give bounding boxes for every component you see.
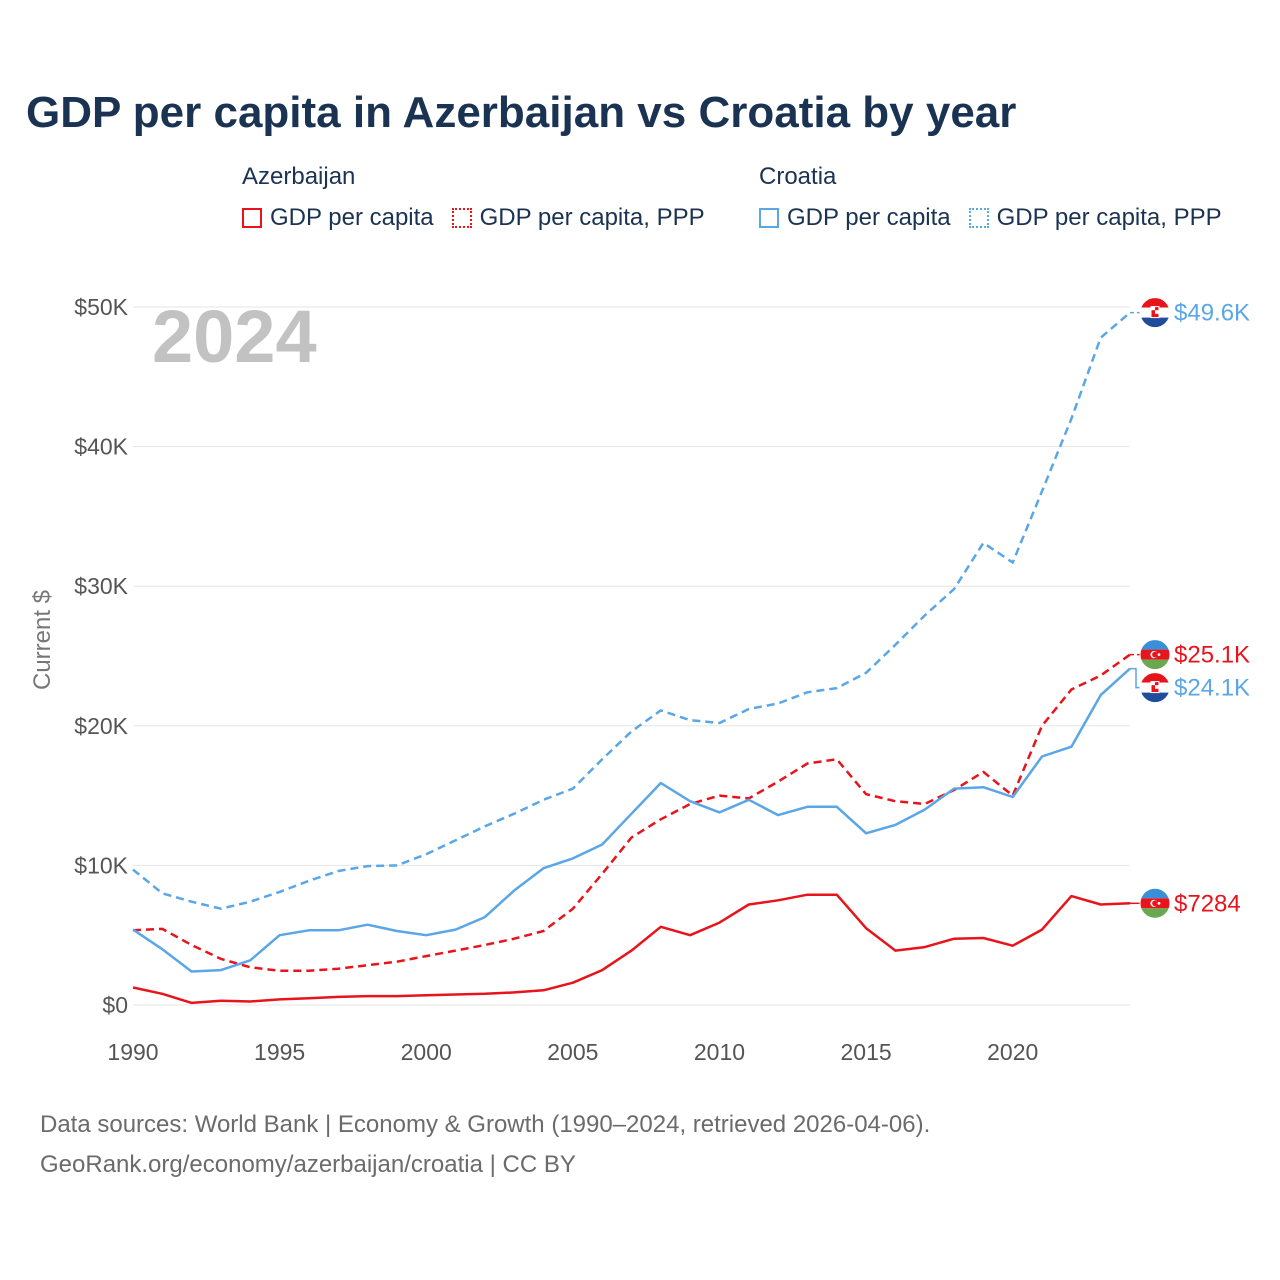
croatia-flag-icon — [1139, 672, 1171, 704]
line-chart: $0 $10K $20K $30K $40K $50K 1990 1995 2000 2005 20… — [29, 294, 1250, 1065]
legend-item-croatia-ppp[interactable]: GDP per capita, PPP — [968, 204, 1222, 232]
azerbaijan-flag-icon — [1139, 639, 1171, 671]
flag-crescent-inner — [1152, 651, 1158, 658]
chart-title: GDP per capita in Azerbaijan vs Croatia … — [26, 88, 1017, 137]
legend-group-name: Azerbaijan — [242, 163, 356, 190]
legend-group-croatia: Croatia GDP per capita GDP per capita, P… — [759, 160, 1240, 232]
x-tick-label: 1995 — [254, 1039, 305, 1065]
x-tick-label: 2005 — [547, 1039, 598, 1065]
legend-group-azerbaijan: Azerbaijan GDP per capita GDP per capita… — [242, 160, 723, 232]
flag-stripes — [1140, 639, 1170, 670]
flag-rim — [1139, 672, 1171, 704]
source-line-2[interactable]: GeoRank.org/economy/azerbaijan/croatia |… — [40, 1151, 576, 1178]
end-leader-line — [1130, 667, 1141, 689]
y-tick-label: $0 — [102, 992, 128, 1018]
year-watermark: 2024 — [152, 295, 317, 378]
y-axis-label: Current $ — [29, 590, 56, 690]
series-line-azerbaijan-gdp-per-capita-ppp — [132, 653, 1131, 973]
legend-swatch-solid — [759, 208, 779, 228]
series-line-croatia-gdp-per-capita-ppp — [132, 311, 1131, 910]
end-value-label: $49.6K — [1174, 300, 1250, 327]
legend-item-azerbaijan-gdp[interactable]: GDP per capita — [242, 204, 434, 232]
x-tick-label: 2015 — [841, 1039, 892, 1065]
x-tick-label: 2000 — [401, 1039, 452, 1065]
flag-check — [1151, 306, 1155, 311]
flag-stripe-blue — [1140, 888, 1170, 899]
legend-group-name: Croatia — [759, 163, 837, 190]
flag-stripe-blue — [1140, 639, 1170, 650]
series-line-croatia-gdp-per-capita — [132, 667, 1131, 973]
flag-star — [1157, 901, 1161, 905]
flag-stripe-green — [1140, 908, 1170, 919]
flag-rim — [1139, 297, 1171, 329]
flag-check — [1151, 681, 1155, 686]
flag-crescent-inner — [1152, 900, 1158, 907]
legend-label: GDP per capita — [270, 204, 434, 231]
flag-rim — [1139, 887, 1171, 919]
legend-item-azerbaijan-ppp[interactable]: GDP per capita, PPP — [451, 204, 705, 232]
end-value-label: $25.1K — [1174, 642, 1250, 669]
y-tick-label: $50K — [74, 294, 128, 320]
croatia-flag-icon — [1139, 297, 1171, 329]
y-tick-label: $30K — [74, 573, 128, 599]
x-tick-label: 2020 — [987, 1039, 1038, 1065]
end-value-label: $7284 — [1174, 890, 1241, 917]
flag-stripe-red — [1140, 672, 1170, 683]
legend-item-croatia-gdp[interactable]: GDP per capita — [759, 204, 951, 232]
flag-star — [1157, 653, 1161, 656]
y-tick-label: $10K — [74, 852, 128, 878]
legend-swatch-solid — [242, 208, 262, 228]
flag-check — [1155, 685, 1159, 689]
azerbaijan-flag-icon — [1139, 887, 1171, 919]
x-tick-label: 1990 — [107, 1039, 158, 1065]
legend-label: GDP per capita — [787, 204, 951, 231]
data-source-note: Data sources: World Bank | Economy & Gro… — [40, 1105, 930, 1185]
flag-stripes — [1140, 672, 1170, 703]
x-tick-label: 2010 — [694, 1039, 745, 1065]
flag-stripe-blue — [1140, 317, 1170, 328]
flag-stripe-green — [1140, 659, 1170, 670]
flag-stripes — [1140, 888, 1170, 919]
flag-stripe-blue — [1140, 692, 1170, 703]
flag-rim — [1139, 639, 1171, 671]
source-line-1: Data sources: World Bank | Economy & Gro… — [40, 1111, 931, 1138]
y-tick-label: $20K — [74, 713, 128, 739]
flag-stripe-red — [1140, 297, 1170, 308]
legend-label: GDP per capita, PPP — [996, 204, 1222, 231]
series-line-azerbaijan-gdp-per-capita — [132, 893, 1131, 1005]
legend-label: GDP per capita, PPP — [479, 204, 705, 231]
legend-swatch-dotted — [451, 208, 472, 228]
y-tick-label: $40K — [74, 434, 128, 460]
flag-stripes — [1140, 297, 1170, 328]
flag-check — [1155, 310, 1159, 314]
end-value-label: $24.1K — [1174, 675, 1250, 702]
legend-swatch-dotted — [968, 208, 989, 228]
